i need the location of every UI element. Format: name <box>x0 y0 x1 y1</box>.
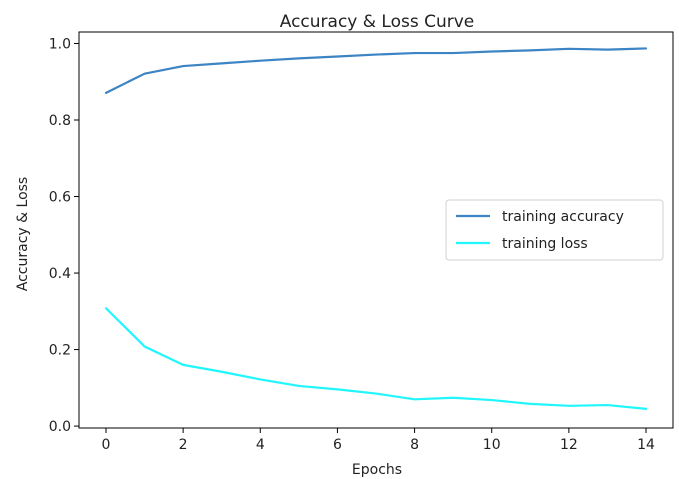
x-axis-label: Epochs <box>352 462 402 478</box>
y-tick-label: 0.4 <box>49 266 71 282</box>
y-tick-label: 0.0 <box>49 419 71 435</box>
legend-label: training accuracy <box>502 209 624 225</box>
plot-area: 0 2 4 6 8 10 12 14 0.0 0.2 0.4 0.6 0.8 1.0 <box>49 36 655 453</box>
series-line-training-loss <box>104 307 648 410</box>
plot-frame <box>78 31 674 429</box>
series-line-training-accuracy <box>104 47 648 94</box>
x-tick-label: 14 <box>637 437 655 453</box>
legend-label: training loss <box>502 236 588 252</box>
legend-box <box>445 199 664 261</box>
y-tick-label: 0.8 <box>49 113 71 129</box>
x-tick-label: 12 <box>560 437 578 453</box>
x-tick-label: 0 <box>102 437 111 453</box>
x-tick-label: 4 <box>256 437 265 453</box>
x-tick-label: 6 <box>333 437 342 453</box>
y-axis-label: Accuracy & Loss <box>15 177 31 291</box>
chart-title: Accuracy & Loss Curve <box>280 12 475 32</box>
y-tick-label: 1.0 <box>49 36 71 52</box>
legend: training accuracy training loss <box>445 199 664 261</box>
x-tick-label: 8 <box>410 437 419 453</box>
y-tick-label: 0.2 <box>49 343 71 359</box>
x-tick-label: 10 <box>483 437 501 453</box>
y-tick-label: 0.6 <box>49 190 71 206</box>
x-tick-label: 2 <box>179 437 188 453</box>
